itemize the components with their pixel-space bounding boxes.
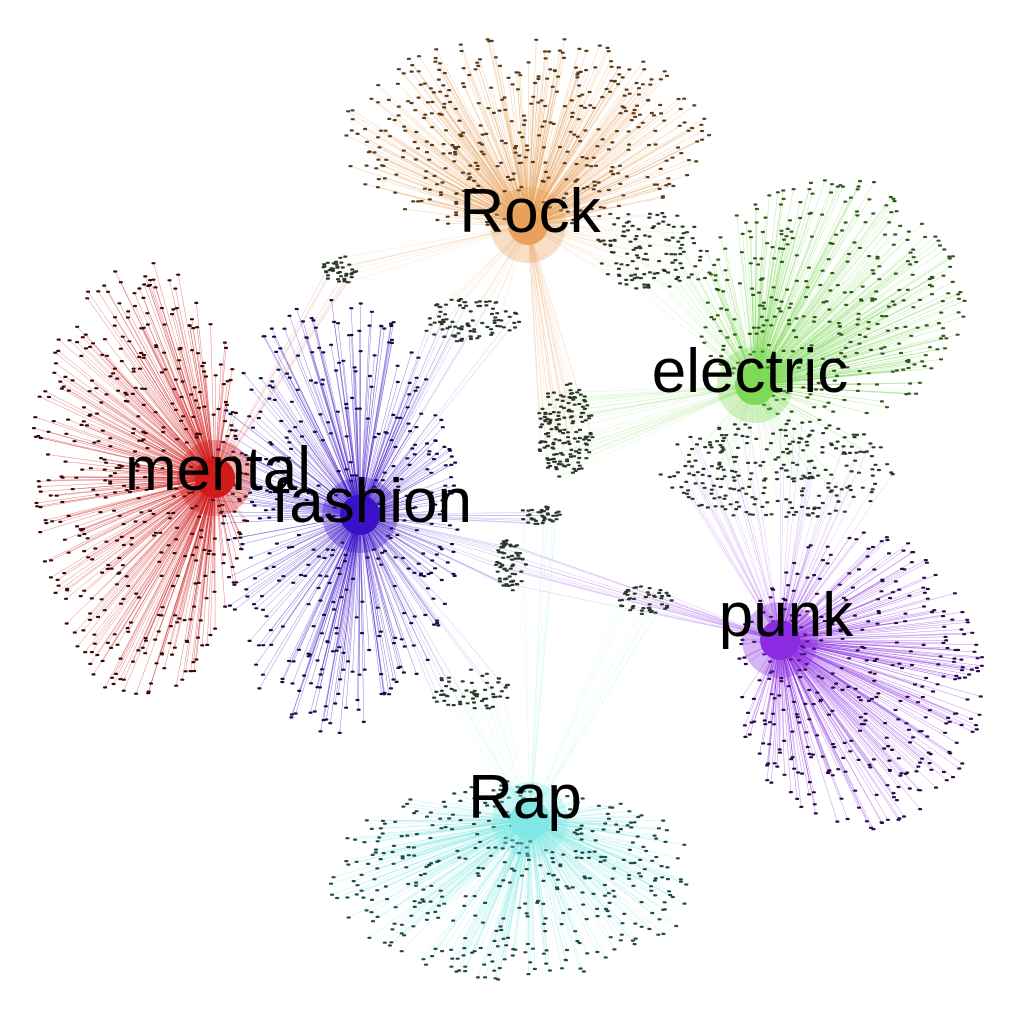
shared-edges-mental [214,269,353,479]
nodes-electric [696,179,967,423]
hub-node-mental [195,458,235,498]
hub-node-punk [760,620,800,660]
nodes-rock [344,38,712,228]
nodes-shared [321,212,895,710]
edges-punk [739,532,983,830]
shared-edges-electric [542,213,888,509]
hub-node-rap [510,800,550,840]
nodes-fashion [210,299,460,734]
shared-edges-fashion [359,301,554,705]
shared-edges-punk [495,422,893,641]
edges-layer [33,39,983,980]
shared-edges-rap [441,511,669,821]
hub-node-electric [735,365,775,405]
hub-node-fashion [340,495,380,535]
nodes-rap [328,780,689,981]
edges-rock [346,39,710,227]
hub-node-rock [508,205,548,245]
shared-edges-rock [329,212,684,469]
nodes-layer [31,38,985,981]
hubs-layer [177,187,818,858]
